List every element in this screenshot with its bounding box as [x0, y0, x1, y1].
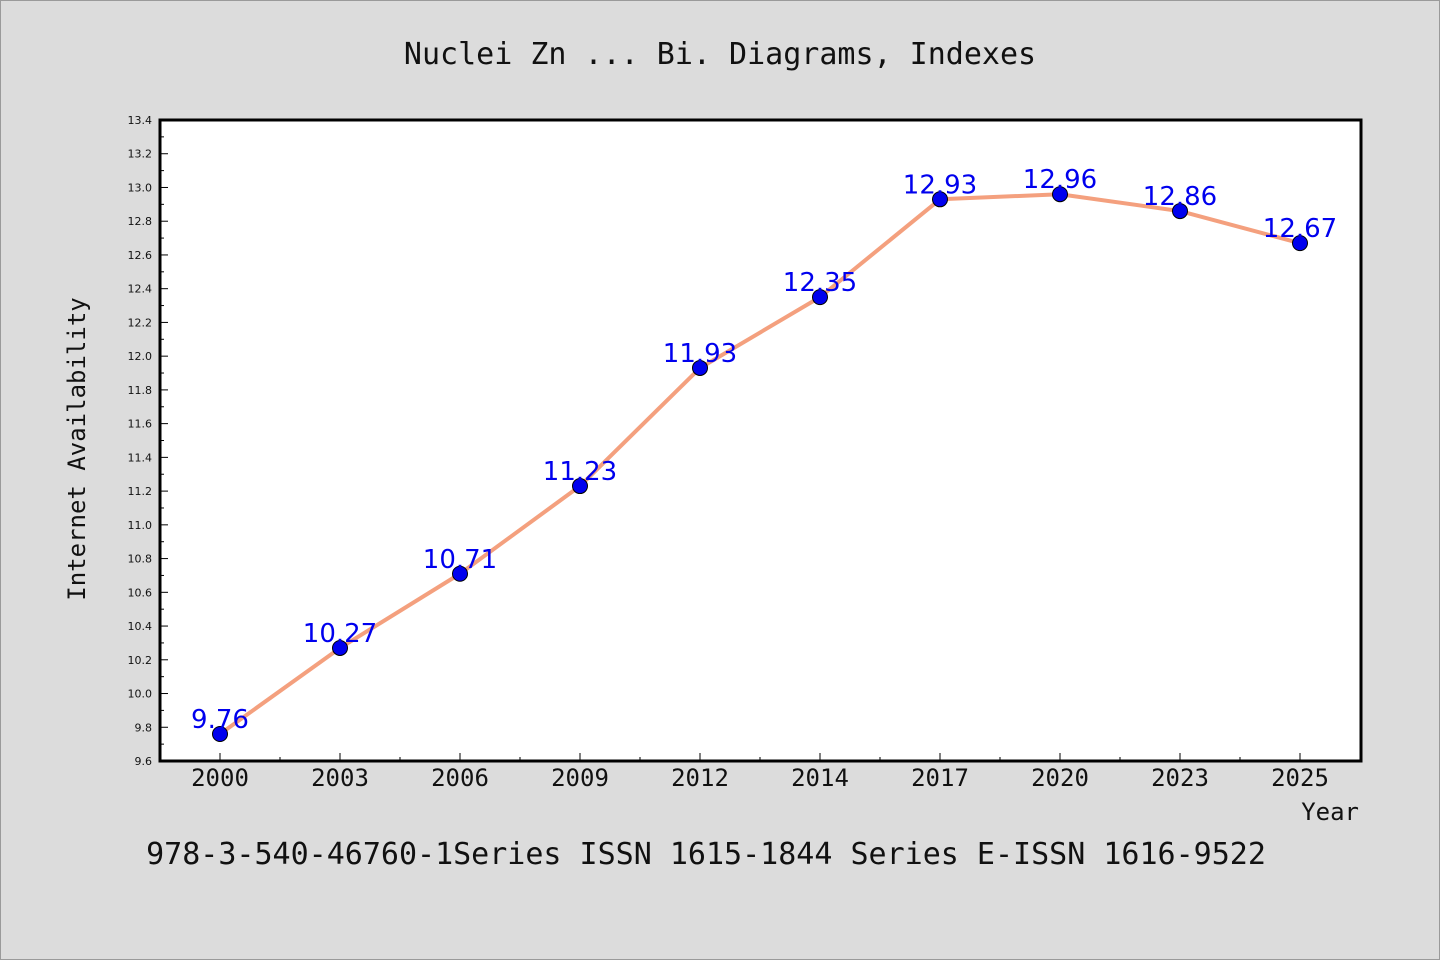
data-point: [1052, 186, 1068, 203]
y-tick-label: 11.2: [128, 485, 153, 498]
chart-title: Nuclei Zn ... Bi. Diagrams, Indexes: [404, 37, 1036, 72]
x-tick-label: 2025: [1271, 764, 1329, 792]
x-tick-label: 2020: [1031, 764, 1089, 792]
data-label: 10.27: [303, 619, 377, 649]
x-axis: 2000 2003 2006 2009 2012 2014 2017 2020 2023 2025: [191, 753, 1329, 792]
y-tick-label: 13.2: [128, 148, 153, 161]
data-point: [1292, 235, 1308, 252]
data-point: [452, 565, 468, 582]
data-label: 12.86: [1143, 182, 1217, 212]
x-tick-label: 2003: [311, 764, 369, 792]
data-label: 11.23: [543, 457, 617, 487]
data-label: 10.71: [423, 545, 497, 575]
x-tick-label: 2012: [671, 764, 729, 792]
data-point: [212, 726, 228, 743]
y-tick-label: 11.4: [128, 451, 153, 464]
data-label: 12.96: [1023, 165, 1097, 195]
footer-text: 978-3-540-46760-1Series ISSN 1615-1844 S…: [146, 837, 1266, 872]
y-tick-label: 10.2: [128, 654, 153, 667]
x-tick-label: 2000: [191, 764, 249, 792]
y-tick-label: 11.0: [128, 519, 153, 532]
y-tick-label: 10.6: [128, 586, 153, 599]
y-tick-label: 10.4: [128, 620, 153, 633]
data-point: [1172, 203, 1188, 220]
series-line: [218, 192, 1301, 736]
data-point: [692, 359, 708, 376]
data-label: 9.76: [191, 705, 249, 735]
x-tick-label: 2009: [551, 764, 609, 792]
y-tick-label: 13.4: [128, 114, 153, 127]
x-axis-label: Year: [1301, 798, 1359, 826]
data-point: [932, 191, 948, 208]
x-tick-label: 2017: [911, 764, 969, 792]
y-tick-label: 12.4: [128, 283, 153, 296]
data-label: 12.93: [903, 170, 977, 200]
y-tick-label: 12.6: [128, 249, 153, 262]
data-point: [332, 639, 348, 656]
y-axis: 9.6 9.8 10.0 10.2 10.4 10.6 10.8 11.0 11.2 11.4 11…: [128, 114, 168, 768]
x-tick-label: 2014: [791, 764, 849, 792]
y-tick-label: 10.8: [128, 553, 153, 566]
y-tick-label: 9.8: [135, 721, 153, 734]
x-tick-label: 2006: [431, 764, 489, 792]
x-tick-label: 2023: [1151, 764, 1209, 792]
y-tick-label: 11.6: [128, 418, 153, 431]
data-label: 11.93: [663, 339, 737, 369]
data-point: [812, 289, 828, 306]
y-tick-label: 12.0: [128, 350, 153, 363]
data-label: 12.67: [1263, 214, 1337, 244]
plot-area: [158, 118, 1363, 763]
y-axis-label: Internet Availability: [63, 297, 91, 600]
y-tick-label: 10.0: [128, 688, 153, 701]
y-tick-label: 12.8: [128, 215, 153, 228]
data-point: [572, 478, 588, 495]
y-tick-label: 11.8: [128, 384, 153, 397]
series-layer: 9.76 10.27 10.71 11.23 11.93 12.35 12.93 12.96 1…: [191, 165, 1337, 743]
data-label: 12.35: [783, 268, 857, 298]
y-tick-label: 9.6: [135, 755, 153, 768]
y-tick-label: 12.2: [128, 316, 153, 329]
y-tick-label: 13.0: [128, 181, 153, 194]
